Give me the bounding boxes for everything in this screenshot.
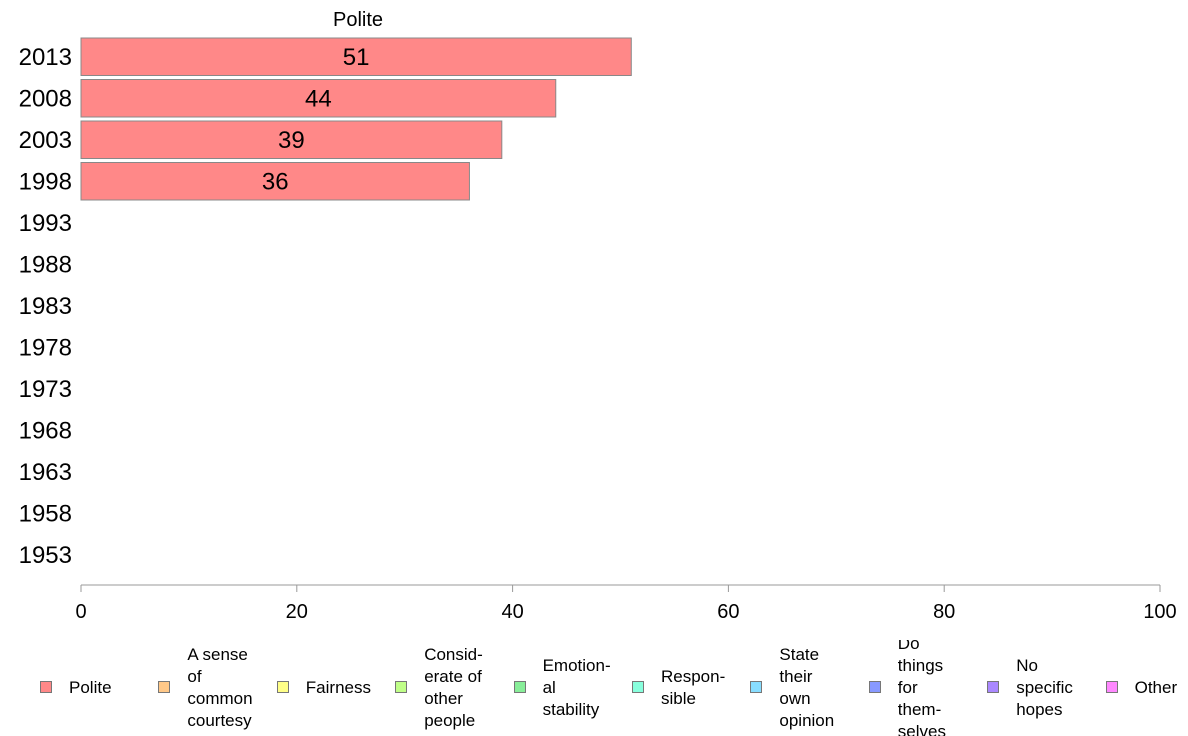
- panel-title: Polite: [333, 9, 383, 31]
- legend-label: Emotion- al stability: [542, 656, 611, 719]
- bar: [80, 120, 503, 159]
- legend-swatch: [276, 681, 289, 693]
- legend-label: State their own opinion: [779, 645, 835, 730]
- legend-label: A sense of common courtesy: [187, 645, 253, 730]
- legend-item: Do things for them- selves: [868, 640, 984, 736]
- legend-swatch: [395, 681, 408, 693]
- x-tick-label: 20: [286, 601, 308, 623]
- year-label: 1973: [19, 376, 72, 403]
- year-label: 1963: [19, 459, 72, 486]
- bar: [80, 37, 632, 76]
- legend-swatch: [750, 681, 763, 693]
- legend-label: Consid- erate of other people: [424, 645, 483, 730]
- x-tick-label: 0: [75, 601, 86, 623]
- legend-swatch: [40, 681, 52, 693]
- x-tick-label: 40: [501, 601, 523, 623]
- bar-value-label: 36: [262, 168, 289, 195]
- legend-item: Emotion- al stability: [513, 640, 629, 736]
- year-label: 1988: [19, 251, 72, 278]
- legend-swatch: [868, 681, 881, 693]
- year-label: 1983: [19, 293, 72, 320]
- x-tick-label: 60: [717, 601, 739, 623]
- legend-swatch: [513, 681, 526, 693]
- x-axis: 0 20 40 60 80 100: [75, 584, 1177, 623]
- legend-label: Other: [1134, 678, 1178, 697]
- legend-item: Consid- erate of other people: [395, 640, 510, 736]
- x-tick-label: 80: [933, 601, 955, 623]
- legend-swatch: [632, 681, 644, 693]
- legend-label: Polite: [69, 678, 112, 697]
- year-label: 1968: [19, 417, 72, 444]
- year-label: 1993: [19, 210, 72, 237]
- bar: [80, 79, 557, 118]
- bar-value-label: 44: [305, 85, 332, 112]
- bar-value-label: 51: [343, 44, 370, 71]
- year-label: 2013: [19, 44, 72, 71]
- legend-label: Respon- sible: [661, 667, 726, 708]
- bar-value-label: 39: [278, 127, 305, 154]
- legend-label: Do things for them- selves: [897, 640, 946, 736]
- year-labels-group: 2013 2008 2003 1998 1993 1988 1983 1978 1973 1968…: [19, 44, 72, 569]
- year-label: 2008: [19, 85, 72, 112]
- legend-label: No specific hopes: [1016, 656, 1073, 719]
- year-label: 1978: [19, 334, 72, 361]
- legend-item: Polite: [40, 640, 155, 736]
- year-label: 1998: [19, 168, 72, 195]
- legend-item: Fairness: [276, 640, 392, 736]
- legend-swatch: [158, 681, 171, 693]
- legend: Polite A sense of common courtesy Fairness…: [0, 640, 1188, 736]
- bar: [80, 162, 470, 201]
- legend-item: Respon- sible: [632, 640, 747, 736]
- legend-swatch: [1105, 681, 1118, 693]
- x-tick-label: 100: [1143, 601, 1176, 623]
- legend-label: Fairness: [305, 678, 371, 697]
- legend-item: No specific hopes: [987, 640, 1102, 736]
- legend-swatch: [987, 681, 1000, 693]
- year-label: 1958: [19, 500, 72, 527]
- legend-item: A sense of common courtesy: [158, 640, 273, 736]
- legend-item: State their own opinion: [750, 640, 865, 736]
- year-label: 2003: [19, 127, 72, 154]
- legend-item: Other: [1105, 640, 1188, 736]
- year-label: 1953: [19, 542, 72, 569]
